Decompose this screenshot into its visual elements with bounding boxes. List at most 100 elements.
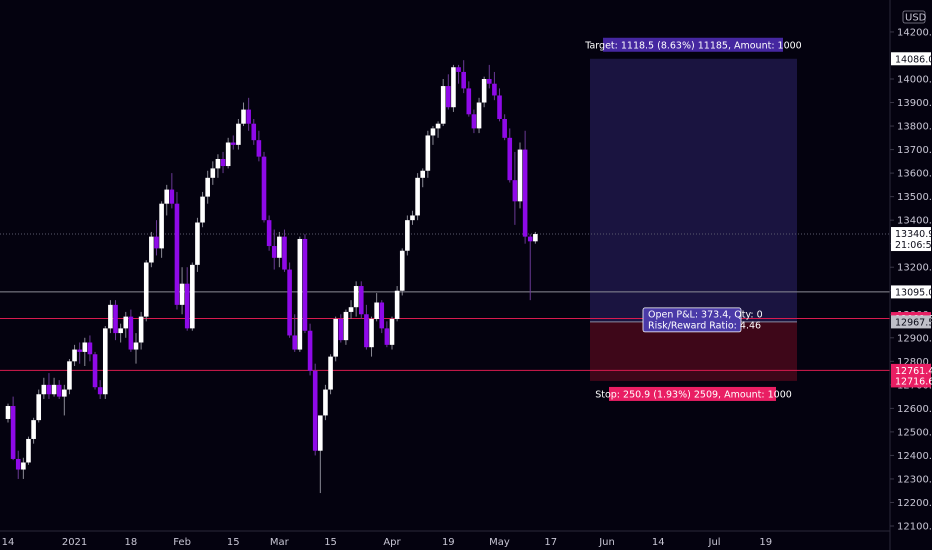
candle bbox=[405, 215, 410, 256]
candle bbox=[36, 389, 42, 423]
candle-body bbox=[451, 67, 456, 108]
candle bbox=[97, 380, 103, 399]
candle bbox=[440, 79, 446, 127]
candle-body bbox=[282, 236, 287, 270]
time-tick-label: Feb bbox=[173, 537, 191, 548]
candle bbox=[492, 71, 497, 101]
candle bbox=[108, 300, 113, 334]
candle bbox=[143, 260, 149, 322]
candle-body bbox=[10, 406, 16, 459]
last-price-label: 13340.9 bbox=[895, 229, 932, 240]
candle-body bbox=[154, 236, 159, 249]
candle-body bbox=[246, 109, 251, 124]
candle-body bbox=[46, 384, 52, 395]
candle-body bbox=[517, 149, 523, 202]
candle-body bbox=[527, 236, 533, 242]
candle bbox=[10, 396, 16, 461]
price-tick-label: 12200.0 bbox=[897, 498, 932, 509]
price-tick-label: 12900.0 bbox=[897, 333, 932, 344]
candle-body bbox=[353, 286, 359, 308]
candle-body bbox=[72, 349, 77, 362]
candle bbox=[92, 351, 98, 390]
price-tick-label: 12800.0 bbox=[897, 357, 932, 368]
candle-body bbox=[21, 462, 26, 470]
time-tick-label: Apr bbox=[383, 537, 401, 548]
candle-body bbox=[415, 177, 420, 216]
level-price-badge: 13095.0 bbox=[895, 287, 932, 298]
candle-body bbox=[302, 238, 308, 331]
candle-body bbox=[174, 203, 180, 305]
candle-body bbox=[307, 330, 313, 371]
price-tick-label: 13800.0 bbox=[897, 122, 932, 133]
stop-price-badge-lower: 12761.4 bbox=[895, 366, 932, 377]
candle bbox=[82, 337, 88, 367]
candle bbox=[292, 314, 298, 352]
price-axis[interactable]: 12100.0 12200.0 12300.0 12400.0 12500.0 12600… bbox=[889, 0, 932, 550]
candle bbox=[190, 262, 195, 331]
stop-label-bg bbox=[609, 386, 776, 401]
candle bbox=[128, 309, 134, 352]
candle bbox=[123, 311, 129, 338]
candle-body bbox=[190, 264, 195, 329]
candle-body bbox=[215, 158, 221, 169]
price-tick-label: 13900.0 bbox=[897, 98, 932, 109]
candle bbox=[271, 229, 277, 270]
candle-body bbox=[476, 102, 482, 129]
candle-body bbox=[292, 335, 298, 350]
time-axis[interactable]: 14 2021 18 Feb 15 Mar 15 Apr 19 May 17 Jun 14 Jul 19 bbox=[0, 530, 890, 548]
candle bbox=[507, 128, 513, 183]
candle bbox=[72, 344, 77, 367]
candle-body bbox=[230, 142, 236, 145]
candle bbox=[307, 323, 313, 376]
target-label: Target: 1118.5 (8.63%) 11185, Amount: 10… bbox=[584, 40, 801, 51]
candle-body bbox=[364, 314, 369, 348]
candle-body bbox=[225, 142, 231, 167]
candle-body bbox=[184, 283, 190, 329]
price-tick-label: 12500.0 bbox=[897, 427, 932, 438]
candle-body bbox=[333, 318, 338, 357]
candle bbox=[476, 97, 482, 134]
candle-body bbox=[271, 246, 277, 258]
candle bbox=[435, 121, 441, 138]
candle bbox=[394, 286, 400, 322]
candle bbox=[379, 300, 385, 334]
candle bbox=[236, 118, 241, 150]
candle bbox=[466, 81, 472, 117]
candle bbox=[195, 217, 200, 272]
candle-body bbox=[358, 286, 364, 315]
position-labels[interactable]: Target: 1118.5 (8.63%) 11185, Amount: 10… bbox=[584, 37, 802, 401]
candle-body bbox=[31, 420, 36, 439]
candle bbox=[225, 137, 231, 169]
currency-box bbox=[902, 10, 926, 24]
price-tick-label: 13200.0 bbox=[897, 263, 932, 274]
candle bbox=[56, 380, 62, 399]
candle-body bbox=[522, 149, 528, 237]
candle-body bbox=[497, 95, 502, 119]
candle-body bbox=[369, 318, 374, 348]
candle-body bbox=[67, 361, 72, 390]
candle-body bbox=[56, 384, 62, 397]
candle-body bbox=[113, 304, 118, 334]
candle-body bbox=[502, 118, 507, 138]
candle-body bbox=[379, 302, 385, 329]
time-tick-label: 19 bbox=[442, 537, 455, 548]
currency-label: USD bbox=[905, 13, 927, 24]
candle-body bbox=[261, 156, 267, 221]
candle bbox=[266, 215, 272, 251]
candle-body bbox=[205, 177, 210, 197]
candle bbox=[461, 60, 466, 94]
candle bbox=[164, 184, 170, 216]
candle-body bbox=[97, 387, 103, 395]
stop-price-badge-low-bg bbox=[891, 374, 931, 388]
candles bbox=[5, 60, 538, 494]
candle-body bbox=[430, 128, 436, 136]
open-pnl-label: Open P&L: 373.4, Qty: 0 bbox=[648, 309, 763, 320]
candle bbox=[420, 168, 426, 188]
candle bbox=[118, 323, 123, 343]
candle bbox=[512, 151, 518, 225]
candle-body bbox=[399, 250, 405, 291]
position-zones bbox=[590, 58, 797, 381]
candle-body bbox=[159, 203, 164, 249]
